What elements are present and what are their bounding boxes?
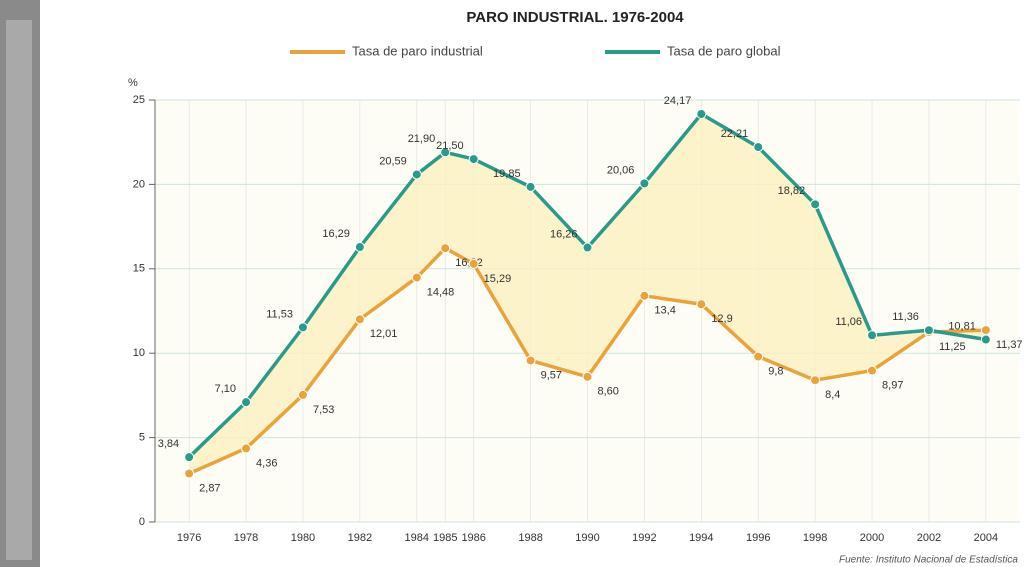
data-label: 21,90 xyxy=(408,133,436,145)
data-label: 10,81 xyxy=(948,320,976,332)
data-label: 12,9 xyxy=(711,313,732,325)
y-axis-label: % xyxy=(128,77,138,89)
data-label: 14,48 xyxy=(427,286,455,298)
data-label: 3,84 xyxy=(158,438,179,450)
point xyxy=(582,371,593,382)
point xyxy=(810,199,821,210)
legend-label: Tasa de paro industrial xyxy=(352,43,483,58)
point xyxy=(297,322,308,333)
data-label: 18,82 xyxy=(778,185,806,197)
x-tick-label: 1980 xyxy=(291,532,315,544)
data-label: 16,26 xyxy=(550,228,578,240)
data-label: 8,60 xyxy=(598,386,619,398)
data-label: 11,53 xyxy=(266,308,293,320)
x-tick-label: 1985 xyxy=(433,532,457,544)
point xyxy=(297,389,308,400)
data-label: 12,01 xyxy=(370,328,398,340)
point xyxy=(468,154,479,165)
x-tick-label: 1994 xyxy=(689,532,713,544)
point xyxy=(867,330,878,341)
point xyxy=(440,243,451,254)
point xyxy=(696,109,707,120)
point xyxy=(639,290,650,301)
point xyxy=(411,272,422,283)
data-label: 22,21 xyxy=(721,128,749,140)
data-label: 11,06 xyxy=(835,316,862,328)
x-tick-label: 1996 xyxy=(746,532,770,544)
point xyxy=(753,142,764,153)
data-label: 11,36 xyxy=(892,311,919,323)
data-label: 7,10 xyxy=(215,383,236,395)
photo-strip-detail xyxy=(6,20,32,560)
point xyxy=(241,443,252,454)
x-tick-label: 1986 xyxy=(461,532,485,544)
point xyxy=(184,468,195,479)
data-label: 9,8 xyxy=(768,365,783,377)
point xyxy=(354,242,365,253)
x-tick-label: 2002 xyxy=(917,532,941,544)
point xyxy=(411,169,422,180)
data-label: 8,4 xyxy=(825,389,840,401)
data-label: 20,59 xyxy=(379,155,407,167)
data-label: 24,17 xyxy=(664,95,692,107)
data-label: 8,97 xyxy=(882,379,903,391)
data-label: 19,85 xyxy=(493,168,521,180)
x-tick-label: 1982 xyxy=(348,532,372,544)
chart-title: PARO INDUSTRIAL. 1976-2004 xyxy=(466,9,684,26)
data-label: 20,06 xyxy=(607,164,635,176)
data-label: 11,37 xyxy=(996,339,1023,351)
y-tick-label: 20 xyxy=(133,178,145,190)
point xyxy=(184,452,195,463)
point xyxy=(753,351,764,362)
point xyxy=(867,365,878,376)
legend-label: Tasa de paro global xyxy=(667,43,781,58)
x-tick-label: 2000 xyxy=(860,532,884,544)
point xyxy=(440,147,451,158)
series-line xyxy=(188,246,986,476)
y-tick-label: 10 xyxy=(133,347,145,359)
point xyxy=(923,325,934,336)
point xyxy=(980,325,991,336)
data-label: 4,36 xyxy=(256,457,277,469)
point xyxy=(810,375,821,386)
series-line xyxy=(187,112,987,459)
x-tick-label: 1988 xyxy=(518,532,542,544)
point xyxy=(696,299,707,310)
source: Fuente: Instituto Nacional de Estadístic… xyxy=(839,555,1018,566)
y-tick-label: 5 xyxy=(139,432,145,444)
data-label: 2,87 xyxy=(199,482,220,494)
point xyxy=(525,181,536,192)
point xyxy=(525,355,536,366)
point xyxy=(582,242,593,253)
point xyxy=(354,314,365,325)
y-tick-label: 0 xyxy=(139,516,145,528)
data-label: 7,53 xyxy=(313,404,334,416)
x-tick-label: 1976 xyxy=(177,532,201,544)
point xyxy=(980,334,991,345)
data-label: 21,50 xyxy=(436,140,464,152)
x-tick-label: 1998 xyxy=(803,532,827,544)
x-tick-label: 1978 xyxy=(234,532,258,544)
between-fill xyxy=(189,114,986,474)
data-label: 9,57 xyxy=(541,369,562,381)
data-label: 15,29 xyxy=(484,273,512,285)
y-tick-label: 15 xyxy=(133,263,145,275)
data-label: 16,29 xyxy=(322,228,350,240)
x-tick-label: 1992 xyxy=(632,532,656,544)
x-tick-label: 1990 xyxy=(575,532,599,544)
x-tick-label: 2004 xyxy=(974,532,998,544)
data-label: 11,25 xyxy=(939,341,966,353)
point xyxy=(468,258,479,269)
point xyxy=(241,397,252,408)
data-label: 13,4 xyxy=(654,305,675,317)
y-tick-label: 25 xyxy=(133,94,145,106)
point xyxy=(639,178,650,189)
x-tick-label: 1984 xyxy=(405,532,429,544)
